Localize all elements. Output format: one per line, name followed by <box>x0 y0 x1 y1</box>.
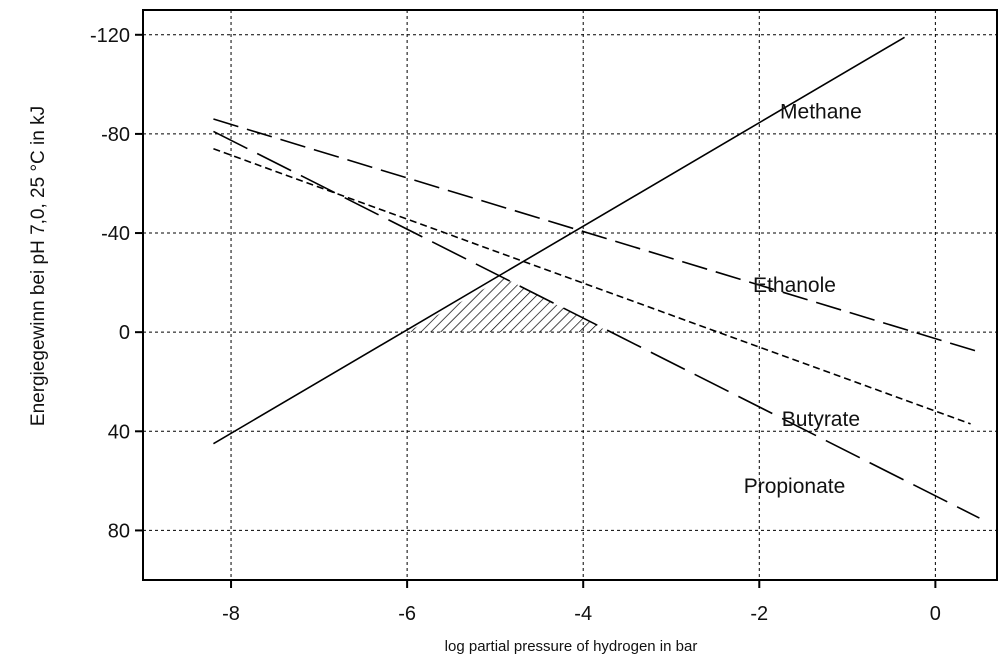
plot-frame <box>142 9 998 581</box>
series-label-butyrate: Butyrate <box>782 408 860 431</box>
y-tick-label-1: -80 <box>101 124 130 146</box>
x-tick-label-3: -2 <box>750 603 768 625</box>
y-tick-label-2: -40 <box>101 223 130 245</box>
grid <box>143 10 997 580</box>
series-line-butyrate <box>213 148 971 425</box>
shaded-region <box>407 277 610 333</box>
y-tick-label-5: 80 <box>108 520 130 542</box>
series-label-methane: Methane <box>780 101 862 124</box>
y-tick-label-4: 40 <box>108 421 130 443</box>
x-axis-title: log partial pressure of hydrogen in bar <box>445 638 698 655</box>
series-line-methane <box>213 36 905 445</box>
series-label-propionate: Propionate <box>744 475 846 498</box>
x-tick-label-0: -8 <box>222 603 240 625</box>
x-tick-label-1: -6 <box>398 603 416 625</box>
series-line-ethanole <box>213 118 980 353</box>
y-tick-label-0: -120 <box>90 25 130 47</box>
series-line-propionate <box>213 130 980 519</box>
series-layer <box>213 36 980 519</box>
axis-ticks: -8 -6 -4 -2 0 -120 -80 -40 0 40 80 <box>90 25 941 625</box>
y-axis-title: Energiegewinn bei pH 7,0, 25 °C in kJ <box>28 106 49 426</box>
x-tick-label-2: -4 <box>574 603 592 625</box>
series-labels: Methane Ethanole Butyrate Propionate <box>744 101 862 498</box>
x-tick-label-4: 0 <box>930 603 941 625</box>
series-label-ethanole: Ethanole <box>753 274 836 297</box>
y-tick-label-3: 0 <box>119 322 130 344</box>
shaded-region-layer <box>407 277 610 333</box>
